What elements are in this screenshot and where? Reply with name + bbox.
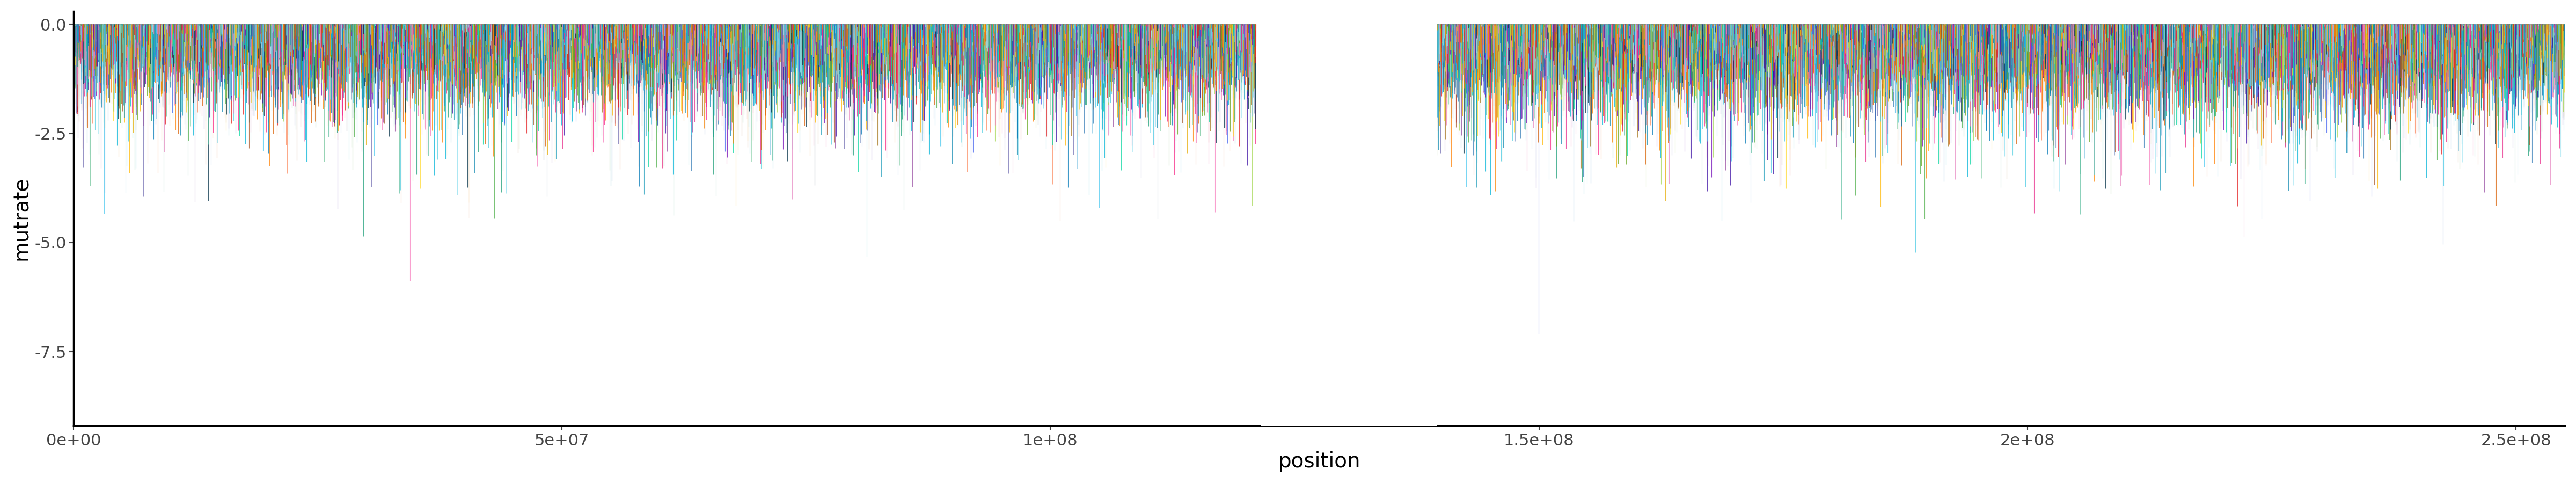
Bar <box>1260 11 1437 426</box>
X-axis label: position: position <box>1278 452 1360 472</box>
Y-axis label: mutrate: mutrate <box>10 176 31 260</box>
